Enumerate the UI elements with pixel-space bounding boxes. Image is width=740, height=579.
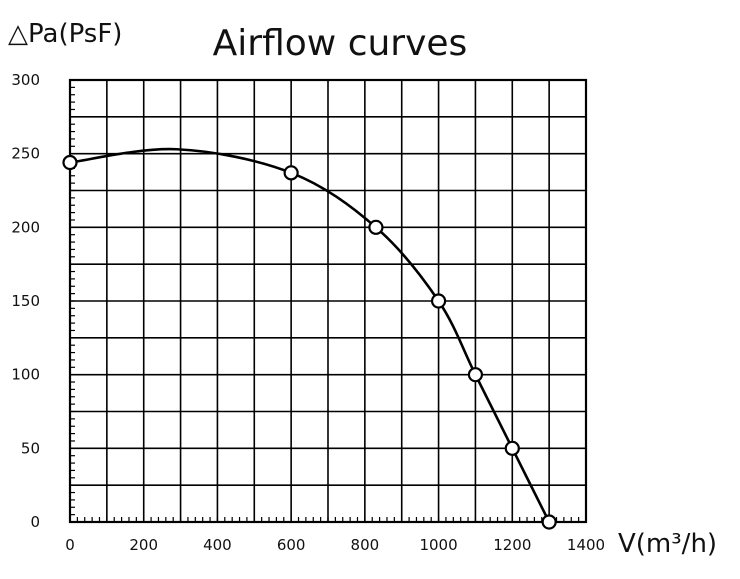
data-point (62, 154, 78, 171)
x-tick-label: 600 (277, 536, 306, 554)
data-point (430, 293, 447, 309)
y-tick-labels: 0 50 100 150 200 250 300 (11, 71, 40, 531)
x-tick-label: 200 (129, 536, 158, 554)
data-point (368, 219, 384, 235)
y-tick-label: 0 (30, 513, 40, 531)
data-point (283, 165, 299, 181)
x-tick-labels: 0 200 400 600 800 1000 1200 1400 (65, 536, 605, 554)
data-point (541, 514, 557, 530)
y-tick-label: 100 (11, 366, 40, 384)
x-tick-label: 1000 (419, 536, 457, 554)
grid (68, 78, 588, 524)
data-point (467, 367, 484, 383)
y-tick-label: 300 (11, 71, 40, 89)
x-tick-label: 400 (203, 536, 232, 554)
airflow-curve (69, 147, 551, 523)
curve-line (69, 147, 551, 523)
y-tick-label: 200 (11, 218, 40, 236)
y-tick-label: 50 (21, 439, 40, 457)
data-point (504, 440, 520, 456)
x-tick-label: 800 (351, 536, 380, 554)
y-tick-label: 250 (11, 145, 40, 163)
y-axis-label: △Pa(PsF) (8, 19, 122, 49)
x-tick-label: 1400 (567, 536, 605, 554)
x-axis-label: V(m³/h) (618, 529, 717, 559)
y-tick-label: 150 (11, 292, 40, 310)
x-tick-label: 0 (65, 536, 75, 554)
data-points (62, 154, 557, 530)
x-tick-label: 1200 (493, 536, 531, 554)
chart-title: Airflow curves (213, 23, 468, 64)
